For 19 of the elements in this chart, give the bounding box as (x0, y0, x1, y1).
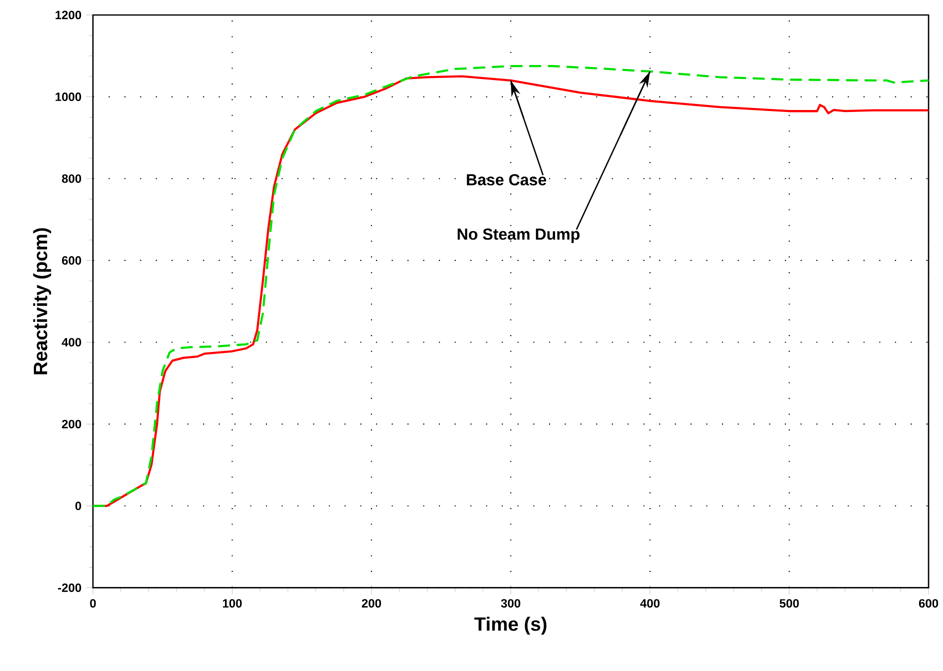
x-tick-label: 500 (780, 599, 799, 608)
y-tick-label: 200 (62, 420, 82, 428)
x-tick-label: 300 (501, 599, 520, 608)
y-tick-label: 1200 (56, 10, 82, 20)
annotation: Base Case (466, 174, 546, 186)
y-tick-label: 400 (62, 338, 82, 347)
y-tick-label: -200 (58, 584, 82, 592)
x-tick-label: 0 (90, 599, 96, 608)
x-tick-label: 200 (362, 599, 382, 608)
x-tick-label: 100 (222, 599, 242, 608)
y-tick-label: 1000 (56, 92, 82, 102)
annotation: No Steam Dump (458, 228, 580, 244)
y-tick-label: 600 (62, 256, 82, 265)
x-tick-label: 600 (918, 599, 938, 608)
y-axis-title: Reactivity (pcm) (33, 228, 52, 374)
x-axis-title: Time (s) (474, 616, 546, 635)
y-tick-label: 800 (62, 174, 82, 184)
y-tick-label: 0 (75, 502, 82, 510)
x-tick-label: 400 (640, 599, 660, 608)
